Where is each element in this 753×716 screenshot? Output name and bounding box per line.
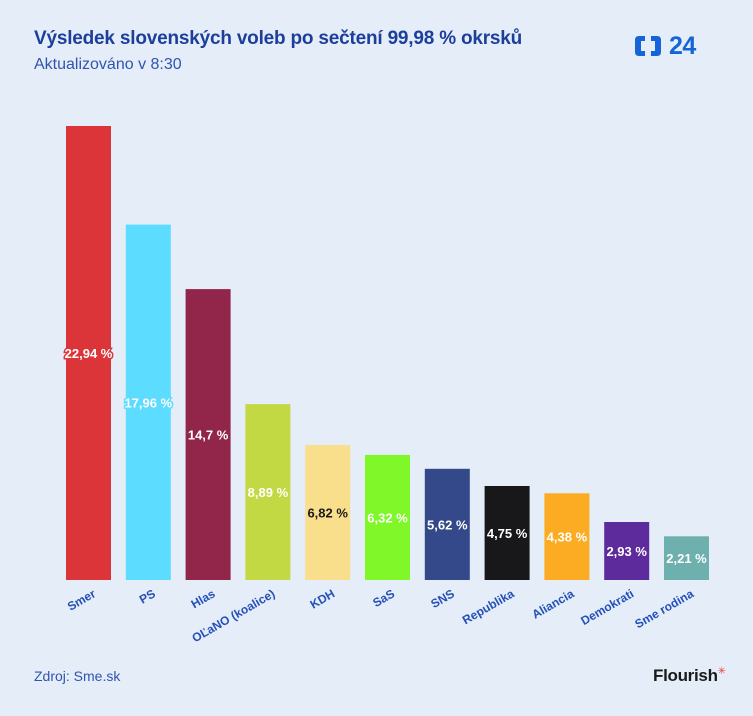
bar-o-ano-koalice-[interactable] xyxy=(245,404,291,580)
flourish-star-icon: ✳ xyxy=(717,666,726,677)
ct24-logo-text: 24 xyxy=(669,32,696,60)
ct24-logo-icon xyxy=(633,34,663,58)
bar-smer[interactable] xyxy=(66,126,111,580)
chart-header: Výsledek slovenských voleb po sečtení 99… xyxy=(34,28,522,74)
bar-value-label: 2,93 % xyxy=(606,544,647,559)
flourish-brand-text: Flourish xyxy=(653,666,718,685)
category-label: Demokrati xyxy=(578,586,636,627)
bar-ps[interactable] xyxy=(125,224,171,580)
bar-aliancia[interactable] xyxy=(544,493,590,580)
bar-hlas[interactable] xyxy=(185,289,231,580)
category-label: Sme rodina xyxy=(632,586,696,631)
bar-kdh[interactable] xyxy=(305,445,351,580)
category-label: SNS xyxy=(428,586,456,610)
bar-value-label: 14,7 % xyxy=(188,428,229,443)
chart-title: Výsledek slovenských voleb po sečtení 99… xyxy=(34,28,523,49)
bar-value-label: 8,89 % xyxy=(248,485,289,500)
category-label: KDH xyxy=(308,586,338,611)
bar-value-label: 4,75 % xyxy=(487,526,528,541)
source-note: Zdroj: Sme.sk xyxy=(34,668,121,684)
bar-value-label: 6,32 % xyxy=(367,511,408,526)
bar-value-label: 17,96 % xyxy=(124,395,172,410)
bar-sas[interactable] xyxy=(365,454,410,580)
bar-sns[interactable] xyxy=(424,468,470,580)
bar-value-label: 5,62 % xyxy=(427,517,468,532)
bar-republika[interactable] xyxy=(484,486,530,580)
bar-sme-rodina[interactable] xyxy=(664,536,709,580)
flourish-brand[interactable]: Flourish✳ xyxy=(653,666,726,686)
bar-demokrati[interactable] xyxy=(604,522,650,580)
bar-value-label: 2,21 % xyxy=(666,551,707,566)
bar-value-label: 6,82 % xyxy=(307,506,348,521)
category-label: Smer xyxy=(65,586,98,613)
category-label: PS xyxy=(137,586,158,606)
bar-value-label: 4,38 % xyxy=(547,530,588,545)
category-label: Republika xyxy=(460,586,517,627)
bar-value-label: 22,94 % xyxy=(65,346,113,361)
chart-subtitle: Aktualizováno v 8:30 xyxy=(34,56,182,73)
ct24-logo: 24 xyxy=(633,32,696,60)
category-label: SaS xyxy=(370,586,397,609)
category-label: Aliancia xyxy=(530,586,577,621)
category-label: Hlas xyxy=(189,586,218,611)
